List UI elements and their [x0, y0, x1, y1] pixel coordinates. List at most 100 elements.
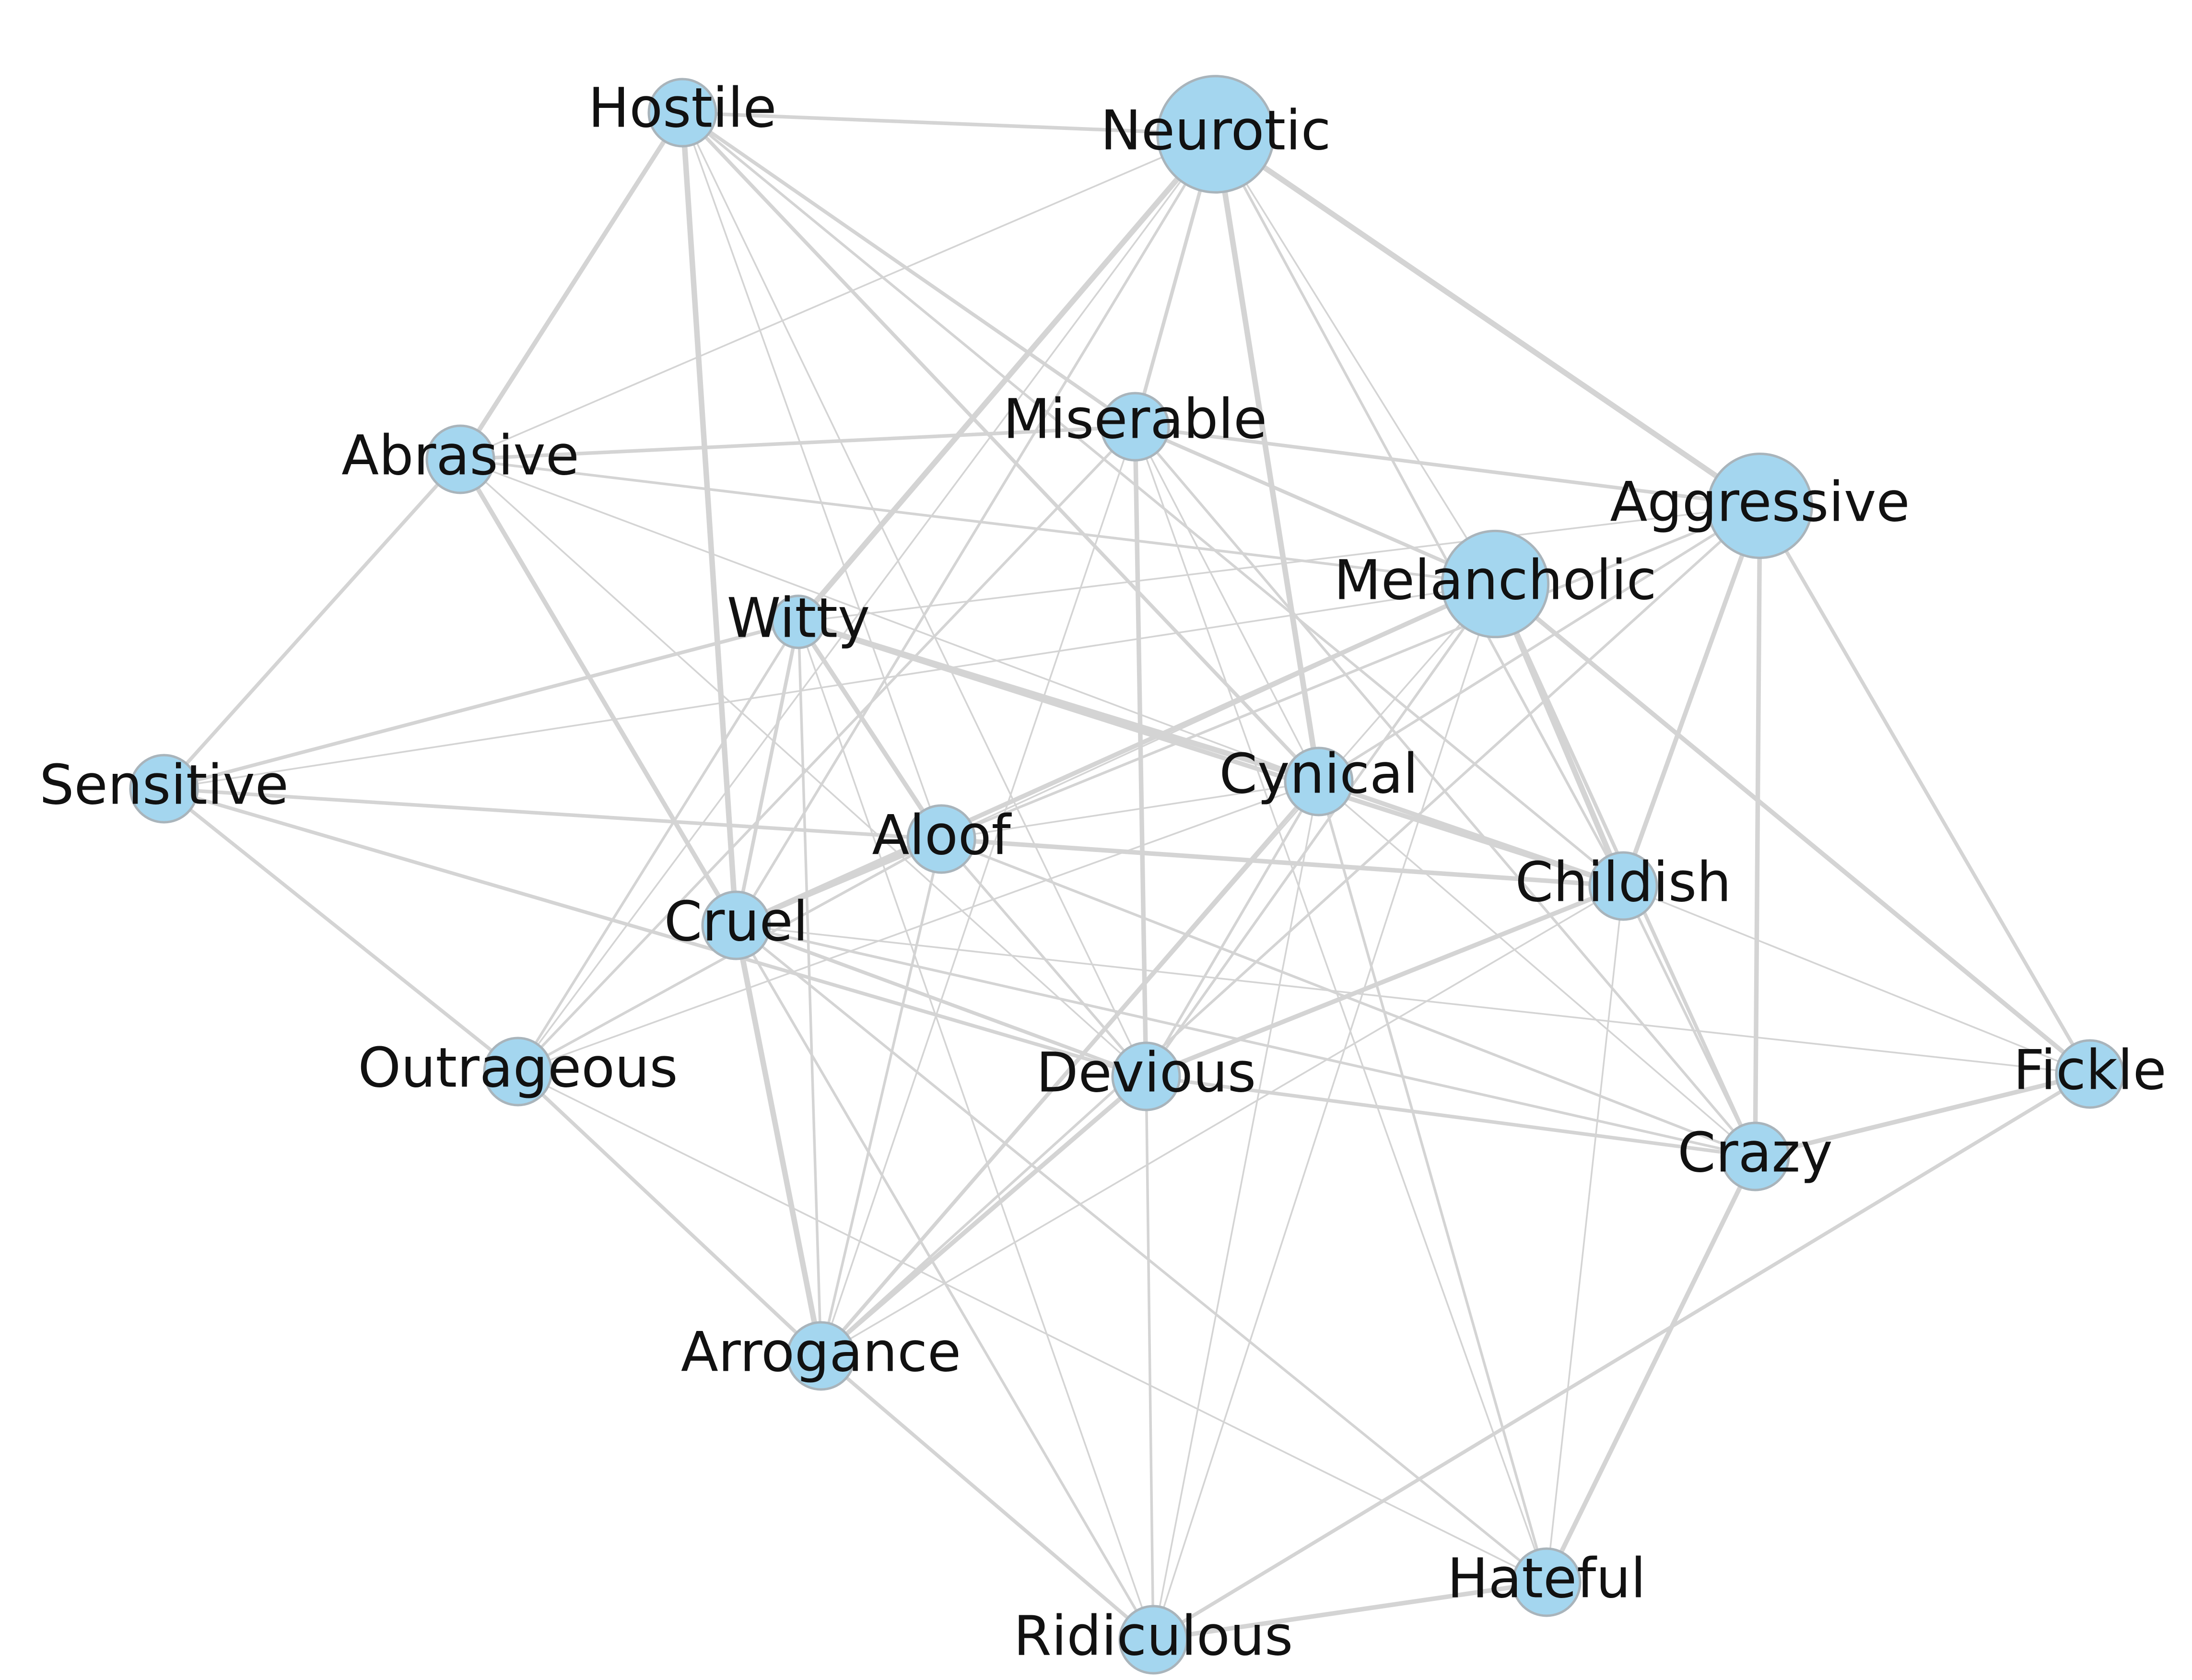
edge-witty-childish [796, 619, 1626, 888]
edge-hostile-neurotic [680, 111, 1218, 136]
node-cynical[interactable] [1284, 747, 1354, 817]
node-witty[interactable] [771, 595, 826, 649]
edge-childish-devious [1144, 884, 1626, 1079]
edge-aggressive-crazy [1753, 503, 1762, 1159]
edge-witty-outrageous [516, 620, 800, 1073]
node-outrageous[interactable] [483, 1037, 553, 1107]
edge-miserable-devious [1133, 424, 1149, 1079]
edge-miserable-abrasive [458, 425, 1137, 461]
edge-aloof-childish [939, 837, 1626, 888]
node-melancholic[interactable] [1441, 529, 1550, 639]
edge-cynical-aloof [940, 781, 1320, 840]
node-aggressive[interactable] [1707, 453, 1813, 559]
edge-melancholic-devious [1145, 583, 1497, 1078]
edge-melancholic-fickle [1493, 582, 2092, 1076]
node-aloof[interactable] [906, 804, 976, 874]
edge-outrageous-arrogance [516, 1070, 823, 1358]
node-abrasive[interactable] [425, 424, 495, 494]
edge-cruel-devious [734, 923, 1148, 1078]
node-layer [129, 75, 2125, 1675]
edge-melancholic-cruel [734, 582, 1498, 928]
node-childish[interactable] [1588, 851, 1658, 921]
edge-cruel-fickle [735, 924, 2091, 1075]
node-crazy[interactable] [1720, 1121, 1790, 1191]
edge-childish-crazy [1622, 885, 1757, 1158]
edge-aloof-arrogance [820, 838, 943, 1357]
node-label-ridiculous: Ridiculous [1014, 1604, 1293, 1668]
edge-childish-arrogance [820, 885, 1624, 1357]
edge-hostile-miserable [680, 111, 1137, 429]
edge-aggressive-aloof [940, 504, 1761, 840]
node-neurotic[interactable] [1156, 75, 1275, 194]
edge-aggressive-witty [797, 505, 1761, 623]
edge-aggressive-cynical [1317, 504, 1761, 783]
edge-neurotic-cruel [735, 133, 1217, 927]
node-hateful[interactable] [1512, 1547, 1582, 1617]
edge-witty-sensitive [162, 620, 800, 791]
node-sensitive[interactable] [129, 754, 199, 824]
edge-neurotic-childish [1214, 133, 1625, 887]
node-miserable[interactable] [1100, 392, 1170, 462]
edge-sensitive-outrageous [162, 787, 520, 1073]
edge-hostile-devious [681, 112, 1147, 1077]
edge-aloof-devious [940, 838, 1148, 1078]
edge-miserable-cynical [1134, 426, 1320, 782]
edge-cynical-outrageous [517, 781, 1320, 1073]
node-hostile[interactable] [647, 78, 717, 148]
node-arrogance[interactable] [786, 1321, 856, 1391]
edge-layer [162, 110, 2092, 1642]
edge-abrasive-cruel [458, 457, 738, 928]
node-devious[interactable] [1111, 1041, 1181, 1111]
edge-childish-hateful [1546, 885, 1624, 1583]
edge-outrageous-hateful [517, 1071, 1547, 1583]
node-fickle[interactable] [2055, 1039, 2125, 1109]
node-label-aloof: Aloof [872, 803, 1012, 867]
edge-sensitive-aloof [162, 787, 943, 841]
node-label-childish: Childish [1515, 850, 1732, 914]
edge-aggressive-fickle [1758, 504, 2092, 1076]
node-label-cruel: Cruel [664, 889, 809, 953]
edge-hateful-ridiculous [1151, 1580, 1549, 1642]
edge-abrasive-melancholic [459, 458, 1497, 585]
edge-miserable-arrogance [820, 426, 1136, 1357]
edge-aggressive-childish [1621, 503, 1762, 888]
edge-crazy-fickle [1753, 1072, 2092, 1159]
edge-neurotic-outrageous [517, 133, 1217, 1073]
edge-miserable-melancholic [1133, 425, 1497, 586]
node-label-abrasive: Abrasive [341, 423, 579, 487]
edge-childish-fickle [1622, 885, 2091, 1075]
edge-sensitive-devious [162, 787, 1148, 1078]
edge-hostile-cruel [680, 110, 739, 928]
edge-witty-aloof [796, 619, 944, 841]
edge-melancholic-sensitive [163, 583, 1496, 790]
edge-witty-arrogance [797, 620, 822, 1357]
edge-devious-arrogance [819, 1074, 1149, 1358]
edge-hostile-abrasive [458, 110, 685, 462]
node-label-fickle: Fickle [2013, 1038, 2166, 1102]
node-label-miserable: Miserable [1003, 387, 1267, 451]
edge-arrogance-ridiculous [819, 1354, 1155, 1642]
node-label-aggressive: Aggressive [1610, 470, 1910, 534]
edge-cruel-crazy [735, 924, 1757, 1158]
node-label-melancholic: Melancholic [1334, 548, 1657, 612]
edge-cynical-crazy [1318, 781, 1756, 1157]
node-label-arrogance: Arrogance [681, 1320, 961, 1384]
edge-fickle-ridiculous [1151, 1072, 2092, 1642]
edge-abrasive-cynical [459, 458, 1320, 782]
edge-melancholic-aloof [940, 583, 1496, 840]
node-label-outrageous: Outrageous [358, 1036, 678, 1099]
node-label-devious: Devious [1036, 1040, 1256, 1104]
edge-neurotic-witty [796, 131, 1219, 625]
edge-aloof-cruel [734, 837, 944, 928]
edge-miserable-hateful [1134, 426, 1547, 1583]
node-label-witty: Witty [727, 586, 870, 650]
edge-hostile-cynical [680, 111, 1321, 783]
node-ridiculous[interactable] [1118, 1605, 1188, 1675]
node-label-neurotic: Neurotic [1101, 98, 1331, 162]
edge-devious-crazy [1144, 1074, 1757, 1158]
node-cruel[interactable] [701, 890, 771, 960]
node-label-hateful: Hateful [1447, 1546, 1646, 1610]
edge-cynical-hateful [1317, 780, 1548, 1584]
edge-neurotic-melancholic [1215, 133, 1496, 585]
